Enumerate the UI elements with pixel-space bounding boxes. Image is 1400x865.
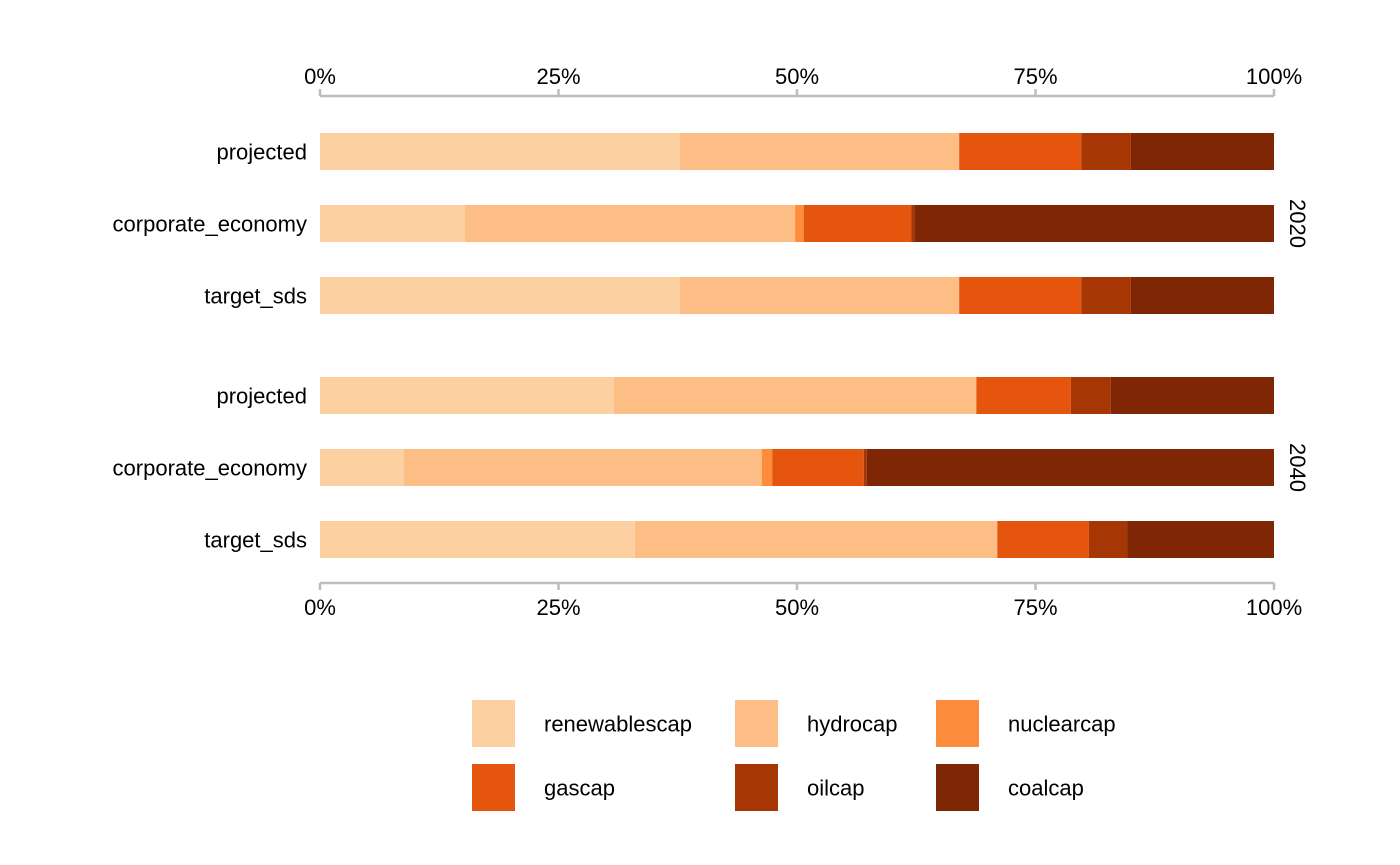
bar-segment-coalcap bbox=[1127, 521, 1274, 558]
legend-label-coalcap: coalcap bbox=[1008, 776, 1084, 801]
bar-segment-oilcap bbox=[1081, 277, 1131, 314]
bar-segment-hydrocap bbox=[465, 205, 796, 242]
legend-key-hydrocap bbox=[735, 700, 778, 747]
legend-label-nuclearcap: nuclearcap bbox=[1008, 712, 1116, 737]
legend-label-gascap: gascap bbox=[544, 776, 615, 801]
legend-key-renewablescap bbox=[472, 700, 515, 747]
bar-segment-hydrocap bbox=[634, 521, 998, 558]
x-tick-label-top: 50% bbox=[775, 64, 819, 89]
x-tick-label-bottom: 75% bbox=[1013, 595, 1057, 620]
category-label: projected bbox=[216, 140, 307, 165]
bar-segment-nuclearcap bbox=[795, 205, 804, 242]
bar-segment-oilcap bbox=[1081, 133, 1131, 170]
bar-segment-renewablescap bbox=[320, 277, 680, 314]
legend-key-oilcap bbox=[735, 764, 778, 811]
facet-label: 2040 bbox=[1285, 443, 1310, 492]
bar-segment-coalcap bbox=[914, 205, 1274, 242]
category-label: corporate_economy bbox=[113, 212, 307, 237]
bar-segment-nuclearcap bbox=[761, 449, 773, 486]
legend-label-oilcap: oilcap bbox=[807, 776, 864, 801]
bars bbox=[320, 133, 1274, 558]
axes: 0% 25% 50% 75% 100% 0% 25% 50% 75% 100% bbox=[304, 64, 1302, 620]
category-label: corporate_economy bbox=[113, 456, 307, 481]
bar-segment-gascap bbox=[959, 277, 1082, 314]
legend: renewablescap hydrocap nuclearcap gascap oil… bbox=[472, 700, 1116, 811]
legend-key-nuclearcap bbox=[936, 700, 979, 747]
category-label: target_sds bbox=[204, 284, 307, 309]
bar-segment-gascap bbox=[997, 521, 1089, 558]
bar-segment-gascap bbox=[803, 205, 912, 242]
legend-label-renewablescap: renewablescap bbox=[544, 712, 692, 737]
bar-segment-coalcap bbox=[1130, 277, 1274, 314]
facet-labels: 2020 2040 bbox=[1285, 199, 1310, 492]
bar-segment-oilcap bbox=[1088, 521, 1128, 558]
x-tick-label-top: 75% bbox=[1013, 64, 1057, 89]
x-tick-label-top: 100% bbox=[1246, 64, 1302, 89]
bar-segment-coalcap bbox=[866, 449, 1274, 486]
bar-segment-hydrocap bbox=[679, 277, 960, 314]
facet-label: 2020 bbox=[1285, 199, 1310, 248]
bar-segment-gascap bbox=[976, 377, 1071, 414]
bar-segment-gascap bbox=[772, 449, 864, 486]
x-tick-label-bottom: 50% bbox=[775, 595, 819, 620]
bar-segment-oilcap bbox=[863, 449, 867, 486]
bar-segment-coalcap bbox=[1130, 133, 1274, 170]
x-tick-label-top: 0% bbox=[304, 64, 336, 89]
x-tick-label-bottom: 25% bbox=[536, 595, 580, 620]
legend-label-hydrocap: hydrocap bbox=[807, 712, 898, 737]
x-tick-label-bottom: 100% bbox=[1246, 595, 1302, 620]
bar-segment-renewablescap bbox=[320, 521, 635, 558]
bar-segment-renewablescap bbox=[320, 449, 404, 486]
bar-segment-renewablescap bbox=[320, 133, 680, 170]
bar-segment-hydrocap bbox=[613, 377, 977, 414]
category-label: target_sds bbox=[204, 528, 307, 553]
legend-key-gascap bbox=[472, 764, 515, 811]
bar-segment-gascap bbox=[959, 133, 1082, 170]
category-label: projected bbox=[216, 384, 307, 409]
category-labels: projectedcorporate_economytarget_sdsproj… bbox=[113, 140, 307, 553]
legend-key-coalcap bbox=[936, 764, 979, 811]
bar-segment-oilcap bbox=[1070, 377, 1111, 414]
bar-segment-renewablescap bbox=[320, 377, 614, 414]
x-tick-label-top: 25% bbox=[536, 64, 580, 89]
bar-segment-hydrocap bbox=[679, 133, 960, 170]
bar-segment-hydrocap bbox=[403, 449, 762, 486]
x-tick-label-bottom: 0% bbox=[304, 595, 336, 620]
bar-segment-coalcap bbox=[1110, 377, 1274, 414]
bar-segment-renewablescap bbox=[320, 205, 466, 242]
bar-segment-oilcap bbox=[911, 205, 915, 242]
